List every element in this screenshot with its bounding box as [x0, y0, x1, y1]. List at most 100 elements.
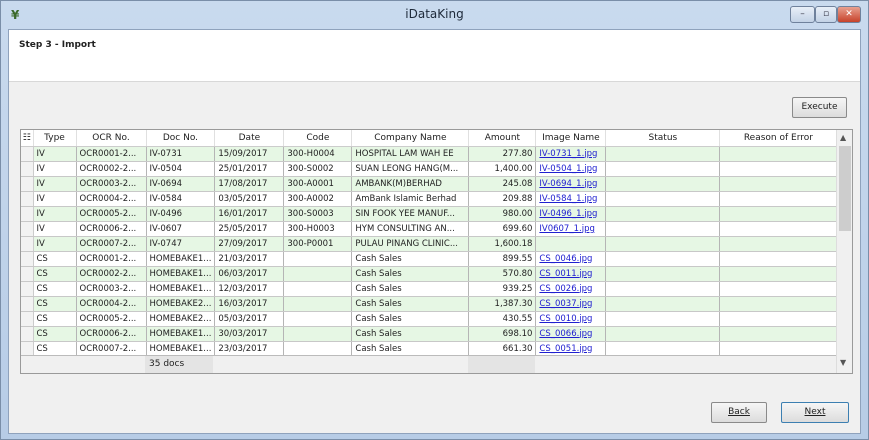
table-row[interactable]: CS OCR0005-2... HOMEBAKE2... 05/03/2017 Cash… — [21, 311, 838, 327]
row-indicator[interactable] — [21, 341, 34, 357]
table-cell: IV — [33, 206, 77, 222]
table-cell — [283, 251, 353, 267]
table-cell: IV-0747 — [146, 236, 216, 252]
column-header[interactable]: Code — [283, 130, 353, 147]
table-cell: CS — [33, 326, 77, 342]
table-cell — [605, 266, 721, 282]
table-cell — [719, 326, 838, 342]
table-row[interactable]: IV OCR0005-2... IV-0496 16/01/2017 300-S0003… — [21, 206, 838, 222]
table-cell: Cash Sales — [351, 281, 470, 297]
row-indicator[interactable] — [21, 206, 34, 222]
image-link[interactable]: CS_0066.jpg — [539, 328, 593, 339]
table-cell: 300-A0002 — [283, 191, 353, 207]
table-row[interactable]: CS OCR0001-2... HOMEBAKE1... 21/03/2017 Cash… — [21, 251, 838, 267]
image-link[interactable]: CS_0046.jpg — [539, 253, 593, 264]
table-cell: IV-0504 — [146, 161, 216, 177]
table-cell: 1,400.00 — [468, 161, 537, 177]
image-link[interactable]: IV-0584_1.jpg — [539, 193, 598, 204]
column-header[interactable]: OCR No. — [76, 130, 147, 147]
table-cell — [719, 176, 838, 192]
table-cell: OCR0005-2... — [76, 311, 147, 327]
table-row[interactable]: IV OCR0001-2... IV-0731 15/09/2017 300-H0004… — [21, 146, 838, 162]
import-grid: ☷ Type OCR No. Doc No. Date Code Company Name A… — [20, 129, 853, 374]
column-header[interactable]: Type — [33, 130, 77, 147]
column-header[interactable]: Company Name — [351, 130, 470, 147]
column-header[interactable]: Image Name — [535, 130, 607, 147]
table-cell: HOMEBAKE1... — [146, 251, 216, 267]
close-button[interactable]: ✕ — [837, 6, 861, 23]
table-row[interactable]: CS OCR0003-2... HOMEBAKE1... 12/03/2017 Cash… — [21, 281, 838, 297]
column-chooser-icon[interactable]: ☷ — [21, 130, 34, 147]
scroll-thumb[interactable] — [839, 146, 851, 231]
table-cell: OCR0005-2... — [76, 206, 147, 222]
table-cell: OCR0003-2... — [76, 176, 147, 192]
table-cell: IV0607_1.jpg — [535, 221, 607, 237]
row-indicator[interactable] — [21, 326, 34, 342]
table-cell: IV — [33, 146, 77, 162]
table-cell — [719, 191, 838, 207]
row-indicator[interactable] — [21, 311, 34, 327]
image-link[interactable]: CS_0011.jpg — [539, 268, 593, 279]
table-row[interactable]: CS OCR0006-2... HOMEBAKE1... 30/03/2017 Cash… — [21, 326, 838, 342]
column-header[interactable]: Status — [605, 130, 721, 147]
table-cell — [719, 281, 838, 297]
table-row[interactable]: CS OCR0002-2... HOMEBAKE1... 06/03/2017 Cash… — [21, 266, 838, 282]
table-cell — [719, 341, 838, 357]
row-indicator[interactable] — [21, 251, 34, 267]
table-cell: CS_0066.jpg — [535, 326, 607, 342]
table-cell: IV-0496 — [146, 206, 216, 222]
table-cell: IV — [33, 191, 77, 207]
table-cell: OCR0006-2... — [76, 326, 147, 342]
vertical-scrollbar[interactable]: ▲ ▼ — [836, 130, 852, 373]
image-link[interactable]: IV0607_1.jpg — [539, 223, 595, 234]
column-header[interactable]: Date — [214, 130, 285, 147]
image-link[interactable]: CS_0051.jpg — [539, 343, 593, 354]
table-cell: IV-0584 — [146, 191, 216, 207]
image-link[interactable]: CS_0037.jpg — [539, 298, 593, 309]
row-indicator[interactable] — [21, 176, 34, 192]
table-cell: IV-0607 — [146, 221, 216, 237]
minimize-button[interactable]: – — [790, 6, 815, 23]
row-indicator[interactable] — [21, 221, 34, 237]
image-link[interactable]: CS_0010.jpg — [539, 313, 593, 324]
column-header[interactable]: Amount — [468, 130, 537, 147]
table-cell: CS_0046.jpg — [535, 251, 607, 267]
image-link[interactable]: CS_0026.jpg — [539, 283, 593, 294]
table-row[interactable]: IV OCR0006-2... IV-0607 25/05/2017 300-H0003… — [21, 221, 838, 237]
scroll-up-icon[interactable]: ▲ — [840, 133, 847, 142]
table-cell: CS — [33, 341, 77, 357]
table-row[interactable]: CS OCR0004-2... HOMEBAKE2... 16/03/2017 Cash… — [21, 296, 838, 312]
next-button[interactable]: Next — [781, 402, 849, 423]
row-indicator[interactable] — [21, 146, 34, 162]
column-header[interactable]: Doc No. — [146, 130, 216, 147]
step-header: Step 3 - Import — [9, 30, 860, 82]
table-cell: 1,387.30 — [468, 296, 537, 312]
row-indicator[interactable] — [21, 161, 34, 177]
table-cell: PULAU PINANG CLINIC... — [351, 236, 470, 252]
row-indicator[interactable] — [21, 266, 34, 282]
table-cell: 12/03/2017 — [214, 281, 285, 297]
table-cell: 939.25 — [468, 281, 537, 297]
table-cell: 16/03/2017 — [214, 296, 285, 312]
maximize-button[interactable]: ▫ — [815, 6, 837, 23]
table-cell: OCR0007-2... — [76, 341, 147, 357]
column-header[interactable]: Reason of Error — [719, 130, 838, 147]
table-row[interactable]: IV OCR0003-2... IV-0694 17/08/2017 300-A0001… — [21, 176, 838, 192]
table-row[interactable]: IV OCR0007-2... IV-0747 27/09/2017 300-P0001… — [21, 236, 838, 252]
back-button[interactable]: Back — [711, 402, 767, 423]
image-link[interactable]: IV-0504_1.jpg — [539, 163, 598, 174]
row-indicator[interactable] — [21, 296, 34, 312]
image-link[interactable]: IV-0694_1.jpg — [539, 178, 598, 189]
table-row[interactable]: IV OCR0004-2... IV-0584 03/05/2017 300-A0002… — [21, 191, 838, 207]
row-indicator[interactable] — [21, 281, 34, 297]
image-link[interactable]: IV-0731_1.jpg — [539, 148, 598, 159]
execute-button[interactable]: Execute — [792, 97, 847, 118]
scroll-down-icon[interactable]: ▼ — [840, 358, 847, 367]
table-row[interactable]: IV OCR0002-2... IV-0504 25/01/2017 300-S0002… — [21, 161, 838, 177]
row-indicator[interactable] — [21, 191, 34, 207]
table-cell: OCR0007-2... — [76, 236, 147, 252]
row-indicator[interactable] — [21, 236, 34, 252]
table-row[interactable]: CS OCR0007-2... HOMEBAKE1... 23/03/2017 Cash… — [21, 341, 838, 357]
table-cell: SIN FOOK YEE MANUF... — [351, 206, 470, 222]
image-link[interactable]: IV-0496_1.jpg — [539, 208, 598, 219]
